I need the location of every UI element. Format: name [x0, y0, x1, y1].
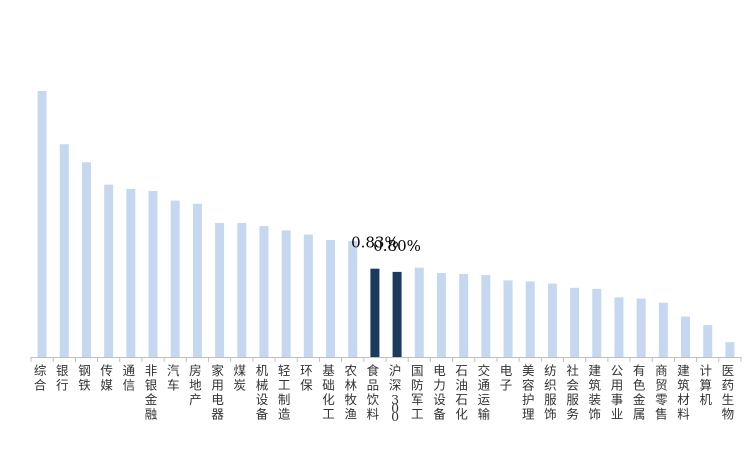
- category-label: 国防军工: [411, 363, 424, 422]
- category-label: 有色金属: [633, 363, 646, 422]
- data-labels: 0.83%0.80%: [351, 234, 421, 255]
- bar: [170, 200, 180, 357]
- bar: [725, 342, 735, 357]
- data-label: 0.83%: [351, 234, 399, 252]
- bar: [703, 325, 713, 357]
- category-label: 基础化工: [322, 363, 335, 422]
- bar: [126, 188, 136, 357]
- category-label: 电子: [500, 363, 513, 393]
- category-label: 轻工制造: [278, 363, 291, 422]
- bar: [81, 162, 91, 357]
- category-label: 银行: [56, 363, 69, 393]
- category-label: 农林牧渔: [344, 363, 357, 422]
- category-label: 沪深 3 0 0: [389, 363, 402, 424]
- category-label: 钢铁: [78, 363, 91, 393]
- bar: [37, 91, 47, 357]
- bar: [436, 272, 446, 357]
- bar: [614, 297, 624, 357]
- category-label: 通信: [123, 363, 136, 393]
- bar: [326, 239, 336, 357]
- category-label: 汽车: [167, 363, 180, 393]
- category-label: 商贸零售: [655, 363, 668, 422]
- bar: [148, 191, 158, 357]
- category-label: 煤炭: [234, 363, 247, 393]
- category-label: 房地产: [189, 363, 202, 407]
- bar: [681, 316, 691, 357]
- category-label: 纺织服饰: [544, 363, 557, 422]
- category-label: 非银金融: [145, 363, 158, 422]
- category-label: 医药生物: [722, 363, 735, 422]
- category-label: 传媒: [100, 363, 113, 393]
- category-label: 石油石化: [455, 363, 468, 422]
- bar: [459, 274, 469, 357]
- bar: [59, 144, 69, 357]
- bars-group: [37, 91, 735, 357]
- data-label: 0.80%: [373, 237, 421, 255]
- bar: [658, 302, 668, 357]
- category-label: 家用电器: [211, 363, 224, 422]
- category-label: 社会服务: [566, 363, 579, 422]
- bar: [348, 241, 358, 357]
- bar: [237, 222, 247, 357]
- category-label: 计算机: [699, 363, 712, 407]
- category-label: 环保: [300, 363, 313, 393]
- x-axis: [30, 357, 742, 362]
- bar: [392, 271, 402, 357]
- bar: [259, 226, 269, 357]
- bar: [503, 280, 513, 357]
- bar: [570, 287, 580, 357]
- bar: [547, 283, 557, 357]
- category-label: 公用事业: [611, 363, 624, 422]
- bar: [192, 203, 202, 357]
- category-label: 机械设备: [256, 363, 269, 422]
- category-label: 交通运输: [478, 363, 491, 422]
- bar: [592, 288, 602, 357]
- category-label: 美容护理: [522, 363, 535, 422]
- bar: [104, 184, 114, 357]
- bar: [303, 234, 313, 357]
- category-labels: 综合银行钢铁传媒通信非银金融汽车房地产家用电器煤炭机械设备轻工制造环保基础化工农…: [34, 363, 734, 424]
- bar: [215, 222, 225, 357]
- bar: [636, 298, 646, 357]
- bar: [481, 275, 491, 357]
- category-label: 电力设备: [433, 363, 446, 422]
- bar: [370, 268, 380, 357]
- category-label: 食品饮料: [367, 363, 380, 422]
- category-label: 综合: [34, 363, 47, 393]
- bar: [525, 281, 535, 357]
- category-label: 建筑装饰: [589, 363, 602, 422]
- bar: [281, 230, 291, 357]
- bar: [414, 267, 424, 357]
- category-label: 建筑材料: [677, 363, 690, 422]
